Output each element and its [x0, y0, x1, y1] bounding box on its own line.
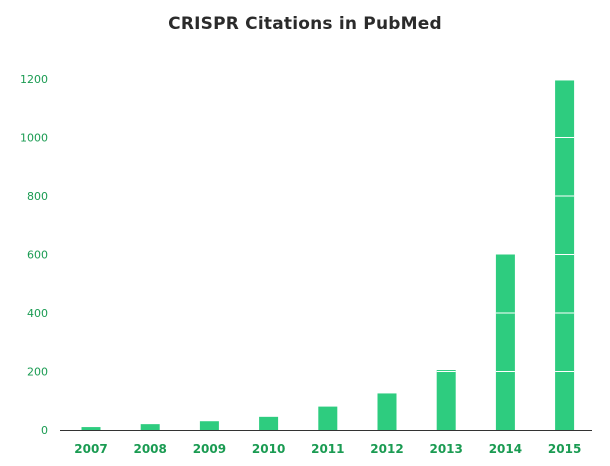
y-axis-ticks: 0 200 400 600 800 1000 1200	[20, 73, 48, 437]
y-tick-label: 1200	[20, 73, 48, 86]
x-tick-label: 2008	[133, 442, 166, 456]
bar-2007	[81, 427, 101, 430]
bars-group	[81, 80, 575, 431]
bar-2010	[259, 416, 279, 430]
x-tick-label: 2010	[252, 442, 285, 456]
chart-title: CRISPR Citations in PubMed	[168, 14, 442, 34]
x-tick-label: 2013	[429, 442, 462, 456]
y-tick-label: 800	[27, 190, 48, 203]
y-tick-label: 600	[27, 249, 48, 262]
bar-2011	[318, 406, 338, 430]
x-tick-label: 2012	[370, 442, 403, 456]
bar-2012	[377, 393, 397, 430]
y-tick-label: 1000	[20, 132, 48, 145]
bar-dividers	[436, 137, 575, 372]
x-tick-label: 2009	[193, 442, 226, 456]
bar-2013	[436, 370, 456, 430]
y-tick-label: 200	[27, 366, 48, 379]
y-tick-label: 400	[27, 307, 48, 320]
bar-2008	[140, 424, 160, 430]
bar-2015	[555, 80, 575, 431]
x-tick-label: 2015	[548, 442, 581, 456]
x-axis-ticks: 2007 2008 2009 2010 2011 2012 2013 2014 2015	[74, 442, 581, 456]
x-tick-label: 2011	[311, 442, 344, 456]
bar-2009	[199, 421, 219, 430]
x-tick-label: 2014	[489, 442, 522, 456]
x-tick-label: 2007	[74, 442, 107, 456]
bar-2014	[495, 254, 515, 430]
y-tick-label: 0	[41, 424, 48, 437]
